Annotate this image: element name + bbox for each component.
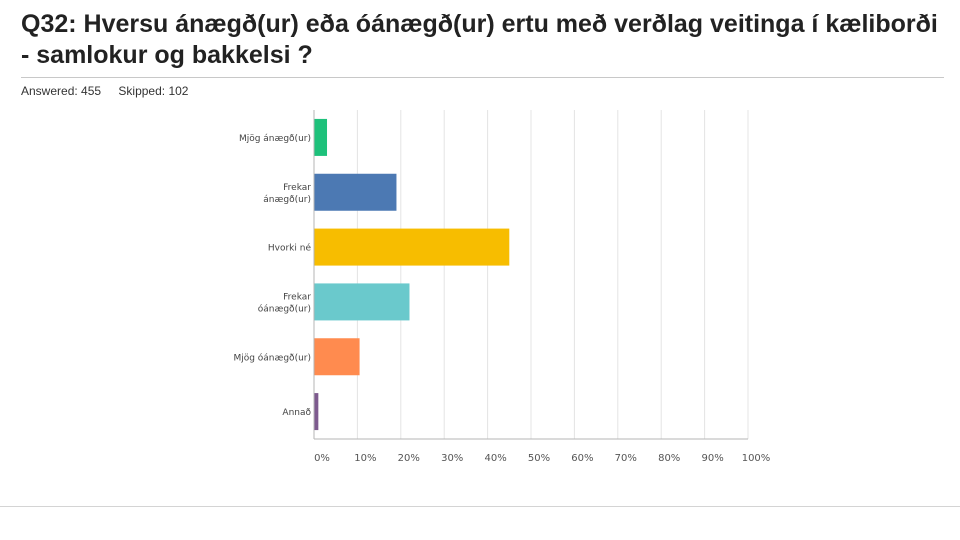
footer-divider [0,506,960,507]
bar [314,173,397,211]
category-label: Mjög ánægð(ur) [239,134,311,144]
chart-bars [314,118,510,431]
category-label: Hvorki né [268,243,312,254]
bar [314,393,319,431]
title-divider [21,77,944,78]
category-labels: Mjög ánægð(ur) Frekar ánægð(ur) Hvorki né Fr… [233,134,311,418]
x-tick-label: 10% [354,453,376,464]
category-label: óánægð(ur) [258,303,311,314]
x-tick-label: 100% [742,453,771,464]
bar [314,228,510,266]
question-title: Q32: Hversu ánægð(ur) eða óánægð(ur) ert… [21,10,938,69]
category-label: ánægð(ur) [263,195,311,205]
x-tick-label: 30% [441,453,463,464]
x-tick-label: 80% [658,453,680,464]
x-tick-label: 70% [615,453,637,464]
bar [314,338,360,376]
bar [314,118,328,156]
x-tick-label: 40% [484,453,506,464]
skipped-count: Skipped: 102 [118,84,189,98]
x-tick-label: 50% [528,453,550,464]
x-axis-tick-labels: 0% 10% 20% 30% 40% 50% 60% 70% 80% 90% 100% [314,453,770,464]
category-label: Annað [282,408,311,418]
response-summary: Answered: 455 Skipped: 102 [21,84,202,98]
bar [314,283,410,321]
x-tick-label: 90% [701,453,723,464]
x-tick-label: 20% [398,453,420,464]
x-tick-label: 60% [571,453,593,464]
x-tick-label: 0% [314,453,330,464]
chart-grid [356,110,749,439]
category-label: Frekar [283,292,311,302]
category-label: Frekar [283,183,311,193]
category-label: Mjög óánægð(ur) [233,352,311,363]
answered-count: Answered: 455 [21,84,102,98]
